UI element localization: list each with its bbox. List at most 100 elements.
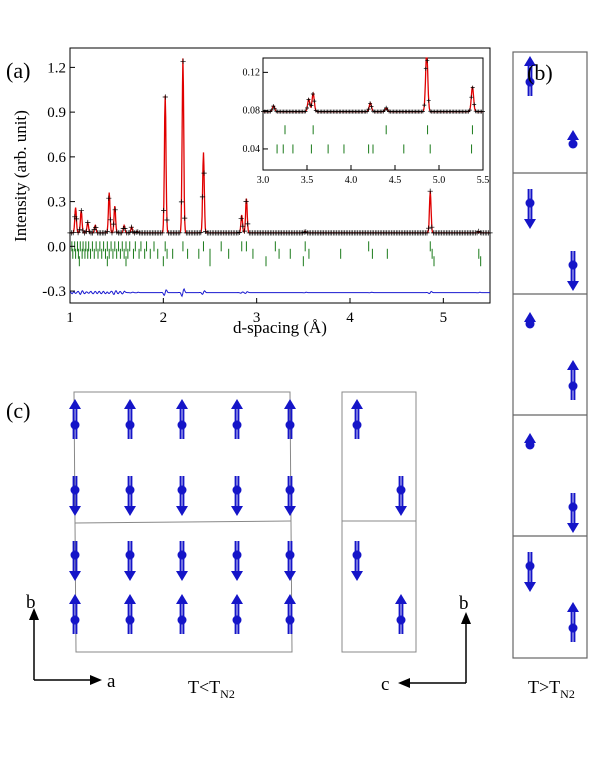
atom: [352, 550, 362, 560]
observed-point: [422, 103, 427, 108]
atom: [285, 615, 295, 625]
x-tick-label: 4: [346, 310, 354, 326]
observed-point: [128, 224, 134, 230]
x-tick-label: 3: [253, 310, 261, 326]
spin-arrowhead: [231, 571, 243, 581]
panel-b-frame: [512, 51, 588, 659]
spin-moment: [524, 552, 536, 592]
x-tick-label: 2: [160, 310, 168, 326]
cell-right: [341, 391, 417, 653]
y-tick-label: 0.08: [243, 106, 261, 117]
observed-point: [93, 225, 99, 231]
x-tick-label: 4.0: [345, 175, 358, 186]
y-tick-label: 0.3: [47, 195, 66, 211]
spin-moment: [567, 130, 579, 149]
spin-arrowhead: [69, 399, 81, 409]
spin-arrowhead: [395, 506, 407, 516]
x-tick-label: 5.5: [477, 175, 490, 186]
observed-point: [469, 95, 474, 100]
observed-point: [472, 102, 477, 107]
atom: [396, 615, 406, 625]
axis-b-left-arrow: [29, 608, 39, 620]
label-low-t-main: T<T: [188, 677, 220, 697]
spin-arrowhead: [567, 360, 579, 370]
inset-observed-points: [261, 58, 485, 114]
spin-arrowhead: [284, 506, 296, 516]
y-tick-label: 0.9: [47, 105, 66, 121]
axis-b-right-label: b: [459, 593, 469, 614]
atom: [177, 485, 187, 495]
y-tick-label: 0.04: [243, 144, 261, 155]
observed-point: [112, 207, 118, 213]
observed-point: [425, 58, 430, 63]
spin-arrowhead: [567, 523, 579, 533]
spin-moment: [524, 312, 536, 329]
spin-moment: [69, 594, 81, 634]
observed-point: [426, 225, 432, 231]
atom: [568, 139, 578, 149]
observed-point: [237, 229, 243, 235]
x-tick-label: 5: [440, 310, 448, 326]
spin-moment: [231, 541, 243, 581]
axis-b-right-arrow: [461, 612, 471, 624]
spin-arrowhead: [176, 594, 188, 604]
atom: [525, 198, 535, 208]
panel-b-label: (b): [527, 60, 553, 85]
spin-moment: [231, 594, 243, 634]
x-tick-label: 3.5: [301, 175, 314, 186]
atom: [525, 319, 535, 329]
atom: [70, 550, 80, 560]
spin-moment: [524, 56, 536, 96]
observed-point: [119, 230, 125, 236]
observed-point: [106, 195, 112, 201]
spin-moment: [395, 594, 407, 634]
y-tick-label: 0.6: [47, 150, 66, 166]
atom: [568, 502, 578, 512]
atom: [525, 440, 535, 450]
observed-point: [424, 230, 430, 236]
spin-moment: [284, 541, 296, 581]
axis-c-label: c: [381, 674, 389, 695]
atom: [285, 485, 295, 495]
spin-arrowhead: [124, 506, 136, 516]
atom: [125, 420, 135, 430]
observed-point: [162, 94, 168, 100]
atom: [177, 615, 187, 625]
inset-plot: 3.0 3.5 4.0 4.5 5.0 5.5 0.04 0.08 0.12: [243, 57, 490, 186]
spin-moment: [176, 399, 188, 439]
observed-point: [199, 194, 206, 200]
spin-moment: [124, 541, 136, 581]
spin-arrowhead: [231, 594, 243, 604]
y-axis-label: Intensity (arb. unit): [11, 110, 30, 242]
x-axis-label: d-spacing (Å): [233, 318, 327, 337]
axis-b-left-label: b: [26, 592, 36, 613]
atom: [232, 550, 242, 560]
spin-moment: [124, 476, 136, 516]
spin-moment: [284, 476, 296, 516]
observed-point: [238, 215, 244, 221]
observed-point: [77, 226, 83, 232]
observed-point: [312, 99, 317, 104]
observed-point: [240, 223, 246, 229]
observed-point: [245, 221, 251, 227]
y-tick-label: 0.0: [47, 239, 66, 255]
y-tick-label: 1.2: [47, 60, 66, 76]
observed-point: [467, 108, 472, 113]
spin-arrowhead: [351, 571, 363, 581]
spin-arrowhead: [124, 571, 136, 581]
panel-c: (c) b a T<TN2 b c: [6, 391, 471, 701]
atom: [70, 485, 80, 495]
observed-point: [426, 98, 431, 103]
spin-moment: [395, 476, 407, 516]
observed-point: [111, 221, 117, 227]
label-high-t: T>TN2: [528, 677, 575, 701]
spin-arrowhead: [124, 594, 136, 604]
spin-moment: [524, 189, 536, 229]
spin-arrowhead: [284, 594, 296, 604]
observed-point: [310, 92, 315, 96]
observed-point: [384, 105, 389, 110]
observed-point: [70, 230, 76, 236]
atom: [568, 623, 578, 633]
panel-b: (b) T>TN2: [512, 51, 588, 701]
